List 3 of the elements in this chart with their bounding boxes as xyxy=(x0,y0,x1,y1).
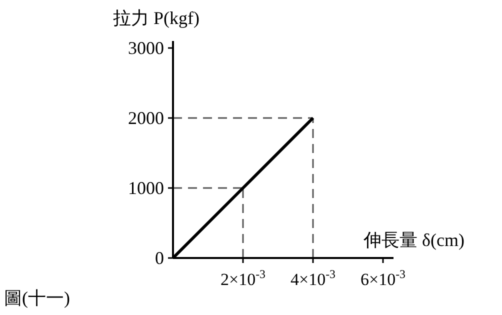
ylabel: 拉力 P(kgf) xyxy=(113,8,200,28)
annotation: 圖(十一) xyxy=(4,288,70,308)
xlabel: 伸長量 δ(cm) xyxy=(364,230,464,250)
